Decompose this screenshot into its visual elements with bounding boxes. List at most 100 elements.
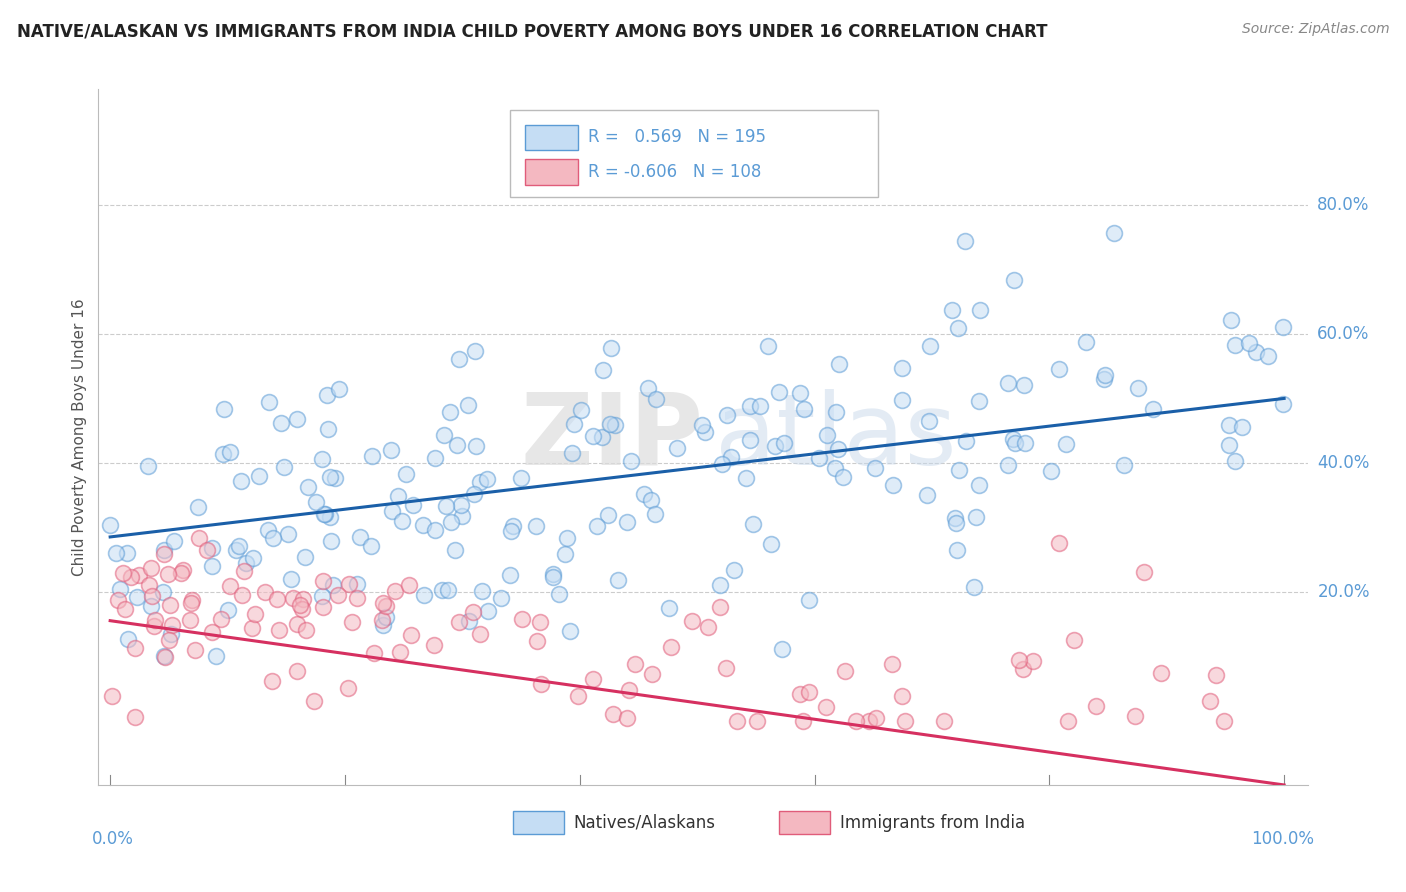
Point — [305, 495, 328, 509]
Point — [425, 523, 447, 537]
Point — [1014, 436, 1036, 450]
Point — [153, 649, 176, 664]
Point — [311, 589, 333, 603]
Point — [319, 510, 342, 524]
Point — [891, 360, 914, 375]
Point — [218, 444, 240, 458]
Point — [183, 643, 205, 657]
Point — [946, 320, 969, 334]
Point — [475, 472, 498, 486]
Point — [941, 303, 963, 318]
Point — [693, 425, 716, 439]
Point — [381, 504, 404, 518]
Point — [391, 514, 413, 528]
Point — [139, 560, 162, 574]
Point — [592, 363, 614, 377]
Point — [640, 492, 662, 507]
Point — [917, 488, 939, 502]
Point — [720, 450, 742, 464]
Point — [180, 596, 202, 610]
Point — [371, 613, 394, 627]
Point — [1004, 436, 1026, 450]
Point — [709, 600, 731, 615]
Point — [607, 573, 630, 587]
Point — [291, 601, 314, 615]
Point — [690, 418, 713, 433]
Point — [793, 401, 815, 416]
Point — [395, 467, 418, 481]
Point — [141, 589, 163, 603]
Point — [322, 578, 344, 592]
Point — [262, 531, 284, 545]
Point — [295, 624, 318, 638]
Point — [603, 418, 626, 433]
Point — [882, 657, 904, 672]
Point — [443, 543, 465, 558]
Point — [1114, 458, 1136, 472]
Point — [1054, 436, 1077, 450]
Point — [380, 443, 402, 458]
Point — [1133, 565, 1156, 579]
Point — [789, 687, 811, 701]
Point — [373, 617, 395, 632]
Point — [209, 612, 232, 626]
Point — [464, 344, 486, 359]
Point — [1225, 454, 1247, 468]
Point — [245, 607, 267, 622]
Point — [457, 398, 479, 412]
Point — [641, 666, 664, 681]
Point — [834, 665, 856, 679]
Point — [541, 566, 564, 581]
Point — [498, 567, 520, 582]
Point — [681, 614, 703, 628]
Point — [965, 510, 987, 524]
FancyBboxPatch shape — [513, 812, 564, 834]
Point — [159, 599, 181, 613]
Text: 80.0%: 80.0% — [1317, 196, 1369, 214]
Point — [770, 642, 793, 657]
Point — [468, 627, 491, 641]
Point — [1014, 377, 1036, 392]
Point — [349, 530, 371, 544]
Point — [228, 539, 250, 553]
Point — [858, 714, 880, 728]
Point — [696, 620, 718, 634]
Point — [212, 402, 235, 417]
Point — [160, 618, 183, 632]
Point — [124, 710, 146, 724]
Point — [946, 542, 969, 557]
Point — [1076, 334, 1098, 349]
Point — [645, 392, 668, 406]
Point — [633, 487, 655, 501]
Point — [179, 614, 201, 628]
Point — [1246, 345, 1268, 359]
Point — [799, 593, 821, 607]
Point — [205, 649, 228, 664]
Point — [270, 416, 292, 430]
Point — [658, 601, 681, 615]
Point — [948, 463, 970, 477]
Point — [360, 539, 382, 553]
Point — [328, 588, 350, 602]
Point — [233, 564, 256, 578]
Point — [312, 507, 335, 521]
Point — [797, 685, 820, 699]
Point — [599, 417, 621, 431]
Point — [637, 381, 659, 395]
Point — [360, 450, 382, 464]
Point — [1218, 418, 1240, 433]
Point — [1008, 652, 1031, 666]
Point — [882, 477, 904, 491]
Text: atlas: atlas — [716, 389, 956, 485]
Point — [554, 547, 576, 561]
Point — [1002, 273, 1025, 287]
Point — [1230, 420, 1253, 434]
Point — [617, 682, 640, 697]
Point — [240, 621, 263, 635]
Point — [997, 458, 1019, 472]
Point — [195, 542, 218, 557]
Point — [461, 605, 484, 619]
Point — [363, 646, 385, 660]
Point — [388, 645, 411, 659]
Point — [1150, 665, 1173, 680]
